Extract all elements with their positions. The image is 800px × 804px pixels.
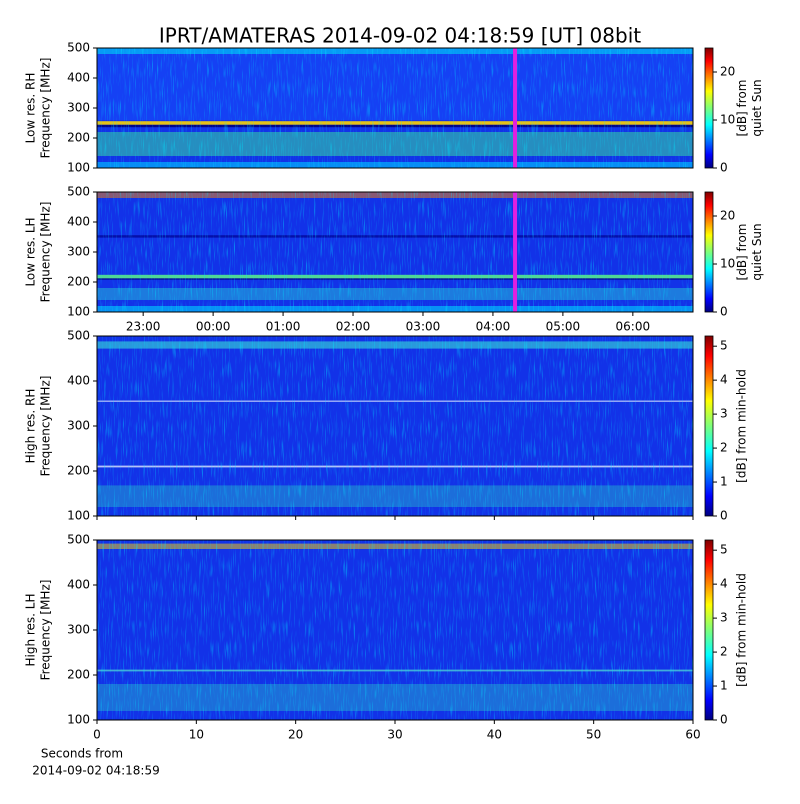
colorbar-label: [dB] from xyxy=(735,80,749,137)
x-tick-label: 00:00 xyxy=(196,320,231,334)
y-tick-label: 200 xyxy=(67,464,90,478)
y-tick-label: 500 xyxy=(67,41,90,55)
y-tick-label: 200 xyxy=(67,275,90,289)
colorbar xyxy=(704,47,714,169)
x-tick-label: 20 xyxy=(288,728,303,742)
colorbar-tick-label: 5 xyxy=(720,339,728,353)
colorbar-tick-label: 20 xyxy=(720,209,735,223)
colorbar xyxy=(704,191,714,313)
x-tick-label: 02:00 xyxy=(336,320,371,334)
y-tick-label: 400 xyxy=(67,374,90,388)
y-tick-label: 400 xyxy=(67,71,90,85)
colorbar-tick-label: 4 xyxy=(720,577,728,591)
colorbar-tick-label: 3 xyxy=(720,407,728,421)
x-tick-label: 06:00 xyxy=(616,320,651,334)
colorbar xyxy=(704,539,714,721)
title: IPRT/AMATERAS 2014-09-02 04:18:59 [UT] 0… xyxy=(159,24,641,48)
colorbar-tick-label: 3 xyxy=(720,611,728,625)
y-tick-label: 300 xyxy=(67,419,90,433)
y-axis-label: Frequency [MHz] xyxy=(39,202,53,303)
x-tick-label: 40 xyxy=(487,728,502,742)
x-tick-label: 0 xyxy=(93,728,101,742)
y-tick-label: 400 xyxy=(67,215,90,229)
colorbar-label: quiet Sun xyxy=(750,79,764,136)
y-tick-label: 200 xyxy=(67,668,90,682)
colorbar-tick-label: 2 xyxy=(720,645,728,659)
colorbar-tick-label: 5 xyxy=(720,543,728,557)
y-axis-label: Frequency [MHz] xyxy=(39,58,53,159)
y-tick-label: 500 xyxy=(67,329,90,343)
y-tick-label: 300 xyxy=(67,101,90,115)
x-tick-label: 04:00 xyxy=(476,320,511,334)
colorbar-tick-label: 20 xyxy=(720,65,735,79)
y-tick-label: 100 xyxy=(67,161,90,175)
y-axis-label: Low res. LH xyxy=(24,217,38,286)
y-axis-label: High res. LH xyxy=(24,593,38,666)
spectrogram-texture xyxy=(97,336,693,516)
x-tick-label: 05:00 xyxy=(546,320,581,334)
y-tick-label: 500 xyxy=(67,533,90,547)
y-tick-label: 100 xyxy=(67,509,90,523)
spectrogram-texture xyxy=(97,192,693,312)
colorbar-tick-label: 1 xyxy=(720,679,728,693)
colorbar-label: [dB] from xyxy=(735,224,749,281)
x-tick-label: 60 xyxy=(685,728,700,742)
colorbar-tick-label: 0 xyxy=(720,509,728,523)
x-axis-label: 2014-09-02 04:18:59 xyxy=(32,764,159,778)
colorbar-tick-label: 2 xyxy=(720,441,728,455)
x-tick-label: 23:00 xyxy=(126,320,161,334)
colorbar-label: [dB] from min-hold xyxy=(735,369,749,483)
y-tick-label: 100 xyxy=(67,713,90,727)
colorbar-tick-label: 10 xyxy=(720,257,735,271)
y-tick-label: 200 xyxy=(67,131,90,145)
y-tick-label: 400 xyxy=(67,578,90,592)
y-axis-label: High res. RH xyxy=(24,389,38,464)
y-tick-label: 300 xyxy=(67,623,90,637)
spectrogram-texture xyxy=(97,540,693,720)
x-tick-label: 30 xyxy=(387,728,402,742)
colorbar-tick-label: 0 xyxy=(720,305,728,319)
colorbar-tick-label: 4 xyxy=(720,373,728,387)
colorbar-label: quiet Sun xyxy=(750,223,764,280)
x-tick-label: 03:00 xyxy=(406,320,441,334)
colorbar-tick-label: 1 xyxy=(720,475,728,489)
colorbar-label: [dB] from min-hold xyxy=(735,573,749,687)
y-tick-label: 300 xyxy=(67,245,90,259)
colorbar-tick-label: 10 xyxy=(720,113,735,127)
x-tick-label: 01:00 xyxy=(266,320,301,334)
spectrogram-texture xyxy=(97,48,693,168)
x-axis-label: Seconds from xyxy=(41,747,123,761)
x-tick-label: 10 xyxy=(189,728,204,742)
colorbar-tick-label: 0 xyxy=(720,713,728,727)
y-tick-label: 500 xyxy=(67,185,90,199)
y-axis-label: Frequency [MHz] xyxy=(39,376,53,477)
y-axis-label: Frequency [MHz] xyxy=(39,580,53,681)
y-tick-label: 100 xyxy=(67,305,90,319)
colorbar-tick-label: 0 xyxy=(720,161,728,175)
y-axis-label: Low res. RH xyxy=(24,73,38,144)
x-tick-label: 50 xyxy=(586,728,601,742)
colorbar xyxy=(704,335,714,517)
